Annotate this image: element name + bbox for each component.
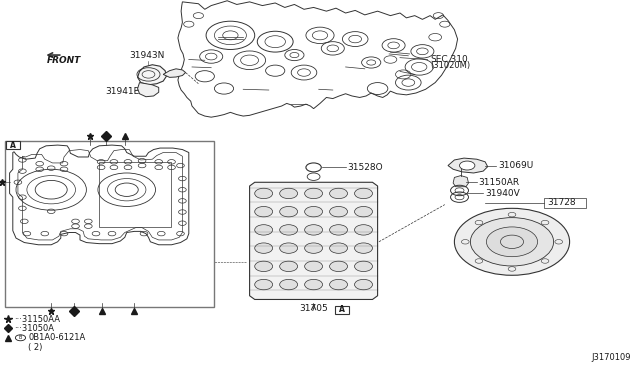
Circle shape (330, 279, 348, 290)
Circle shape (330, 261, 348, 272)
Circle shape (330, 225, 348, 235)
Circle shape (460, 161, 475, 170)
Text: 0B1A0-6121A: 0B1A0-6121A (28, 333, 85, 342)
Circle shape (255, 261, 273, 272)
Circle shape (305, 188, 323, 199)
Text: 31150AR: 31150AR (479, 178, 520, 187)
Circle shape (255, 225, 273, 235)
Polygon shape (448, 158, 488, 173)
Circle shape (355, 225, 372, 235)
Circle shape (255, 279, 273, 290)
Text: ( 2): ( 2) (28, 343, 42, 352)
Bar (6, 141, 20, 149)
Text: 31528O: 31528O (348, 163, 383, 172)
Bar (5, 141, 214, 307)
Circle shape (470, 218, 554, 266)
Text: 31941E: 31941E (106, 87, 140, 96)
Circle shape (280, 261, 298, 272)
Text: B: B (19, 335, 22, 340)
Circle shape (355, 206, 372, 217)
Circle shape (255, 243, 273, 253)
Circle shape (330, 243, 348, 253)
Polygon shape (138, 65, 166, 85)
Circle shape (280, 279, 298, 290)
Text: SEC.310: SEC.310 (430, 55, 468, 64)
Text: 31943N: 31943N (129, 51, 165, 60)
Text: ···31050A: ···31050A (14, 324, 54, 333)
Circle shape (454, 208, 570, 275)
Polygon shape (138, 83, 159, 97)
Text: A: A (339, 305, 346, 314)
Circle shape (15, 335, 26, 341)
Circle shape (280, 243, 298, 253)
Circle shape (255, 206, 273, 217)
Circle shape (305, 279, 323, 290)
Circle shape (280, 206, 298, 217)
Circle shape (280, 188, 298, 199)
Polygon shape (163, 69, 186, 77)
Polygon shape (178, 1, 458, 117)
Circle shape (280, 225, 298, 235)
Text: J3170109: J3170109 (591, 353, 630, 362)
Text: 31069U: 31069U (498, 161, 533, 170)
Circle shape (355, 261, 372, 272)
Circle shape (255, 188, 273, 199)
Polygon shape (453, 176, 468, 187)
Circle shape (305, 243, 323, 253)
Text: ···31150AA: ···31150AA (14, 315, 60, 324)
Circle shape (486, 227, 538, 257)
Text: A: A (10, 141, 16, 150)
Circle shape (330, 206, 348, 217)
Text: (31020M): (31020M) (430, 61, 470, 70)
Bar (544, 198, 586, 208)
Text: 31705: 31705 (300, 304, 328, 313)
Circle shape (355, 243, 372, 253)
Text: FRONT: FRONT (47, 56, 81, 65)
Circle shape (330, 188, 348, 199)
Bar (99, 162, 171, 227)
Circle shape (305, 225, 323, 235)
Circle shape (305, 206, 323, 217)
Circle shape (305, 261, 323, 272)
Polygon shape (250, 182, 378, 299)
Bar (335, 306, 349, 314)
Text: 31728: 31728 (547, 198, 576, 207)
Circle shape (355, 188, 372, 199)
Circle shape (355, 279, 372, 290)
Text: 31940V: 31940V (485, 189, 520, 198)
